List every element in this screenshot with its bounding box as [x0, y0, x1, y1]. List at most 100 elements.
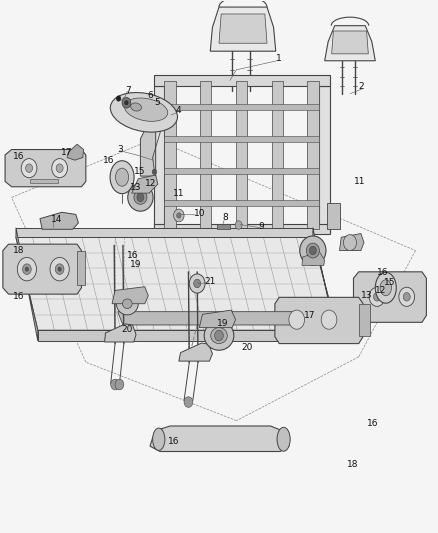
Polygon shape: [30, 179, 58, 183]
Ellipse shape: [306, 243, 319, 258]
Text: 10: 10: [194, 209, 205, 218]
Ellipse shape: [131, 103, 141, 111]
Circle shape: [343, 235, 357, 251]
Text: 14: 14: [51, 215, 62, 224]
Text: 5: 5: [154, 98, 160, 107]
Text: 16: 16: [103, 156, 115, 165]
Polygon shape: [353, 272, 426, 322]
Polygon shape: [67, 144, 84, 160]
Polygon shape: [164, 104, 319, 110]
Circle shape: [56, 164, 63, 172]
Polygon shape: [359, 304, 370, 336]
Circle shape: [173, 209, 184, 222]
Circle shape: [55, 264, 64, 274]
Ellipse shape: [380, 280, 392, 296]
Polygon shape: [272, 82, 283, 229]
Circle shape: [122, 98, 131, 108]
Text: 16: 16: [168, 438, 180, 447]
Text: 18: 18: [347, 460, 359, 469]
Polygon shape: [153, 86, 164, 232]
Text: 12: 12: [145, 179, 156, 188]
Text: 2: 2: [359, 82, 364, 91]
Polygon shape: [236, 82, 247, 229]
Ellipse shape: [375, 272, 396, 303]
Circle shape: [321, 310, 337, 329]
Polygon shape: [141, 128, 155, 176]
Circle shape: [194, 279, 201, 288]
Text: 13: 13: [361, 291, 373, 300]
Polygon shape: [16, 237, 337, 330]
Circle shape: [21, 159, 37, 177]
Polygon shape: [307, 82, 318, 229]
Circle shape: [152, 169, 156, 174]
Ellipse shape: [124, 98, 168, 122]
Polygon shape: [325, 26, 375, 61]
Polygon shape: [199, 310, 236, 328]
Polygon shape: [5, 150, 86, 187]
Text: 19: 19: [217, 319, 229, 328]
Text: 11: 11: [173, 189, 185, 198]
Circle shape: [309, 246, 316, 255]
Polygon shape: [164, 167, 319, 174]
Polygon shape: [302, 252, 325, 265]
Text: 17: 17: [304, 311, 315, 320]
Polygon shape: [118, 312, 297, 325]
Ellipse shape: [300, 236, 326, 265]
Text: 15: 15: [384, 278, 395, 287]
Circle shape: [137, 193, 144, 201]
Polygon shape: [217, 224, 230, 229]
Ellipse shape: [116, 168, 129, 186]
Circle shape: [215, 330, 223, 341]
Text: 8: 8: [223, 213, 228, 222]
Polygon shape: [105, 324, 136, 342]
Text: 3: 3: [118, 145, 124, 154]
Polygon shape: [153, 224, 330, 233]
Polygon shape: [210, 7, 276, 51]
Circle shape: [177, 213, 181, 218]
Circle shape: [25, 267, 28, 271]
Circle shape: [22, 264, 31, 274]
Ellipse shape: [117, 293, 138, 315]
Circle shape: [50, 257, 69, 281]
Text: 1: 1: [276, 54, 282, 62]
Text: 16: 16: [377, 269, 389, 277]
Circle shape: [125, 101, 128, 105]
Polygon shape: [16, 228, 38, 341]
Polygon shape: [164, 199, 319, 206]
Polygon shape: [275, 297, 363, 344]
Circle shape: [289, 310, 304, 329]
Polygon shape: [179, 343, 212, 361]
Text: 11: 11: [354, 177, 366, 186]
Polygon shape: [153, 75, 330, 86]
Text: 16: 16: [127, 252, 139, 260]
Text: 17: 17: [61, 148, 72, 157]
Text: 16: 16: [13, 292, 25, 301]
Text: 19: 19: [131, 261, 142, 269]
Ellipse shape: [211, 328, 227, 344]
Text: 16: 16: [367, 419, 379, 428]
Polygon shape: [38, 330, 337, 341]
Polygon shape: [77, 251, 85, 285]
Polygon shape: [319, 86, 330, 232]
Polygon shape: [339, 233, 364, 251]
Polygon shape: [332, 31, 368, 54]
Ellipse shape: [110, 161, 134, 193]
Circle shape: [235, 221, 242, 229]
Circle shape: [17, 257, 36, 281]
Polygon shape: [132, 175, 158, 193]
Circle shape: [189, 274, 205, 293]
Polygon shape: [150, 426, 289, 451]
Text: 13: 13: [130, 183, 141, 192]
Text: 21: 21: [204, 277, 215, 286]
Ellipse shape: [152, 428, 165, 450]
Text: 7: 7: [125, 85, 131, 94]
Circle shape: [111, 379, 120, 390]
Polygon shape: [164, 136, 319, 142]
Ellipse shape: [204, 321, 234, 350]
Circle shape: [374, 293, 381, 301]
Polygon shape: [3, 244, 81, 294]
Text: 15: 15: [134, 167, 145, 176]
Polygon shape: [219, 14, 267, 43]
Ellipse shape: [123, 299, 132, 309]
Text: 4: 4: [175, 106, 181, 115]
